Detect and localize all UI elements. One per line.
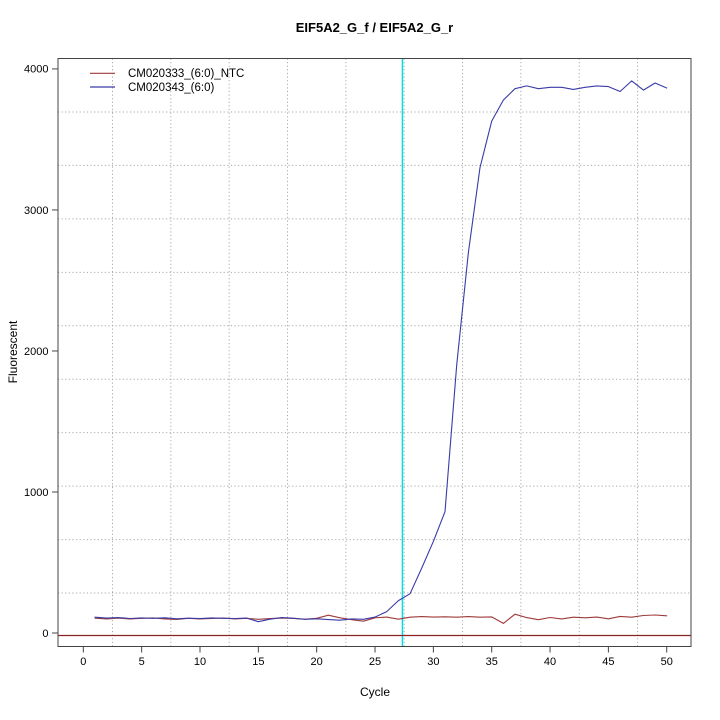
- y-tick-label: 2000: [24, 346, 48, 358]
- x-tick-label: 0: [80, 656, 86, 668]
- axis-layer: 0 5 10 15 20 25 30 35 40 45 50 0 1000 2000 3000 4000: [24, 58, 692, 668]
- legend-sample-label: CM020343_(6:0): [128, 82, 214, 94]
- y-tick-label: 0: [42, 628, 48, 640]
- x-tick-label: 35: [486, 656, 498, 668]
- x-tick-label: 5: [139, 656, 145, 668]
- marker-layer: [58, 58, 691, 647]
- y-tick-label: 3000: [24, 205, 48, 217]
- grid-layer: [58, 58, 691, 647]
- x-tick-label: 30: [427, 656, 439, 668]
- x-tick-label: 50: [661, 656, 673, 668]
- x-tick-label: 20: [311, 656, 323, 668]
- x-tick-label: 40: [544, 656, 556, 668]
- y-tick-label: 4000: [24, 64, 48, 76]
- x-axis-label: Cycle: [360, 685, 390, 699]
- chart-title: EIF5A2_G_f / EIF5A2_G_r: [296, 20, 454, 35]
- legend-ntc-label: CM020333_(6:0)_NTC: [128, 68, 244, 80]
- plot-box: [57, 58, 692, 647]
- legend: CM020333_(6:0)_NTC CM020343_(6:0): [90, 68, 244, 94]
- sample-curve: [94, 80, 668, 623]
- y-axis-label: Fluorescent: [6, 320, 20, 383]
- curve-layer: [94, 80, 668, 624]
- x-tick-label: 10: [194, 656, 206, 668]
- y-tick-label: 1000: [24, 487, 48, 499]
- x-tick-label: 25: [369, 656, 381, 668]
- x-tick-label: 45: [602, 656, 614, 668]
- x-tick-label: 15: [252, 656, 264, 668]
